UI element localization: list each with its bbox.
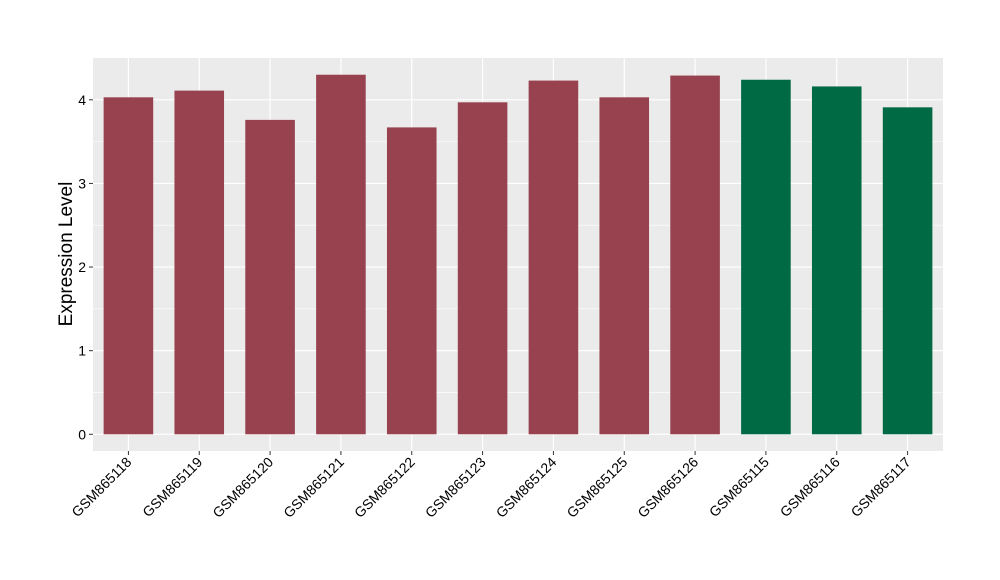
y-axis-title: Expression Level bbox=[56, 182, 77, 327]
bar bbox=[316, 74, 366, 435]
bar bbox=[882, 107, 933, 435]
y-tick-label: 3 bbox=[78, 175, 86, 191]
x-tick-label: GSM865122 bbox=[351, 454, 418, 521]
bar bbox=[811, 86, 862, 435]
bar bbox=[528, 80, 579, 435]
bar bbox=[386, 127, 437, 435]
y-axis: 0 1 2 3 4 bbox=[78, 92, 93, 442]
x-tick-label: GSM865121 bbox=[280, 454, 347, 521]
x-tick-label: GSM865126 bbox=[634, 454, 701, 521]
x-axis: GSM865118 GSM865119 GSM865120 GSM865121 GSM8… bbox=[68, 451, 914, 521]
bar bbox=[103, 97, 154, 435]
x-tick-label: GSM865123 bbox=[422, 454, 489, 521]
bar bbox=[457, 102, 508, 435]
x-tick-label: GSM865118 bbox=[68, 454, 134, 520]
y-tick-label: 0 bbox=[78, 426, 86, 442]
bar bbox=[174, 90, 225, 435]
bar bbox=[599, 97, 650, 435]
bar bbox=[245, 119, 295, 435]
x-tick-label: GSM865125 bbox=[563, 454, 630, 521]
minor-gridlines bbox=[93, 141, 943, 393]
x-tick-label: GSM865115 bbox=[706, 454, 772, 520]
y-tick-label: 4 bbox=[78, 92, 86, 108]
x-tick-label: GSM865120 bbox=[209, 454, 276, 521]
y-tick-label: 2 bbox=[78, 259, 86, 275]
plot-panel bbox=[93, 58, 943, 451]
x-tick-label: GSM865119 bbox=[139, 454, 205, 520]
bar bbox=[741, 79, 791, 435]
bar bbox=[670, 75, 720, 435]
y-tick-label: 1 bbox=[78, 343, 86, 359]
bars bbox=[103, 74, 933, 435]
x-tick-label: GSM865116 bbox=[777, 454, 843, 520]
x-tick-label: GSM865117 bbox=[848, 454, 914, 520]
x-tick-label: GSM865124 bbox=[493, 454, 560, 521]
